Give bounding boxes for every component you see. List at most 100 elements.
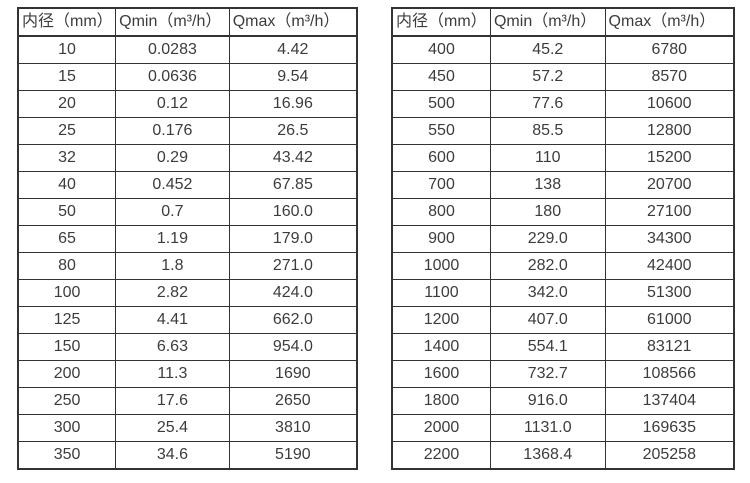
header-qmax: Qmax（m³/h） bbox=[228, 7, 358, 37]
table-cell: 8570 bbox=[604, 63, 735, 91]
table-cell: 20 bbox=[17, 90, 117, 118]
table-cell: 16.96 bbox=[228, 90, 358, 118]
table-row: 80 1.8 271.0 bbox=[17, 252, 358, 280]
table-cell: 179.0 bbox=[228, 225, 358, 253]
table-cell: 137404 bbox=[604, 387, 735, 415]
table-cell: 12800 bbox=[604, 117, 735, 145]
table-cell: 550 bbox=[391, 117, 491, 145]
table-cell: 2650 bbox=[228, 387, 358, 415]
table-cell: 250 bbox=[17, 387, 117, 415]
table-cell: 125 bbox=[17, 306, 117, 334]
table-cell: 1800 bbox=[391, 387, 491, 415]
table-cell: 0.0283 bbox=[115, 35, 230, 64]
table-row: 20 0.12 16.96 bbox=[17, 90, 358, 118]
table-cell: 85.5 bbox=[489, 117, 606, 145]
table-cell: 662.0 bbox=[228, 306, 358, 334]
flow-spec-table-small-diameters: 内径（mm） Qmin（m³/h） Qmax（m³/h） 10 0.0283 4.4… bbox=[17, 7, 358, 470]
table-cell: 554.1 bbox=[489, 333, 606, 361]
table-cell: 108566 bbox=[604, 360, 735, 388]
table-cell: 160.0 bbox=[228, 198, 358, 226]
table-cell: 1690 bbox=[228, 360, 358, 388]
table-cell: 407.0 bbox=[489, 306, 606, 334]
table-row: 1800 916.0 137404 bbox=[391, 387, 735, 415]
table-row: 65 1.19 179.0 bbox=[17, 225, 358, 253]
table-header-row: 内径（mm） Qmin（m³/h） Qmax（m³/h） bbox=[391, 7, 735, 37]
table-cell: 150 bbox=[17, 333, 117, 361]
table-row: 2200 1368.4 205258 bbox=[391, 441, 735, 470]
table-cell: 6780 bbox=[604, 35, 735, 64]
table-row: 50 0.7 160.0 bbox=[17, 198, 358, 226]
table-row: 15 0.0636 9.54 bbox=[17, 63, 358, 91]
table-cell: 110 bbox=[489, 144, 606, 172]
table-cell: 916.0 bbox=[489, 387, 606, 415]
table-row: 350 34.6 5190 bbox=[17, 441, 358, 470]
table-cell: 1000 bbox=[391, 252, 491, 280]
table-row: 150 6.63 954.0 bbox=[17, 333, 358, 361]
table-row: 600 110 15200 bbox=[391, 144, 735, 172]
table-cell: 282.0 bbox=[489, 252, 606, 280]
table-body-small-diameters: 10 0.0283 4.42 15 0.0636 9.54 20 0.12 16.96 25 0.1… bbox=[17, 35, 358, 470]
table-cell: 1131.0 bbox=[489, 414, 606, 442]
table-cell: 25.4 bbox=[115, 414, 230, 442]
table-row: 25 0.176 26.5 bbox=[17, 117, 358, 145]
table-body-large-diameters: 400 45.2 6780 450 57.2 8570 500 77.6 10600 550 85.… bbox=[391, 35, 735, 470]
table-cell: 4.42 bbox=[228, 35, 358, 64]
table-cell: 450 bbox=[391, 63, 491, 91]
table-cell: 180 bbox=[489, 198, 606, 226]
table-row: 250 17.6 2650 bbox=[17, 387, 358, 415]
table-cell: 20700 bbox=[604, 171, 735, 199]
table-row: 900 229.0 34300 bbox=[391, 225, 735, 253]
table-cell: 11.3 bbox=[115, 360, 230, 388]
table-row: 200 11.3 1690 bbox=[17, 360, 358, 388]
table-row: 500 77.6 10600 bbox=[391, 90, 735, 118]
table-row: 1400 554.1 83121 bbox=[391, 333, 735, 361]
table-cell: 271.0 bbox=[228, 252, 358, 280]
header-qmin: Qmin（m³/h） bbox=[115, 7, 230, 37]
table-cell: 424.0 bbox=[228, 279, 358, 307]
table-row: 700 138 20700 bbox=[391, 171, 735, 199]
table-cell: 300 bbox=[17, 414, 117, 442]
table-cell: 32 bbox=[17, 144, 117, 172]
table-cell: 200 bbox=[17, 360, 117, 388]
table-cell: 50 bbox=[17, 198, 117, 226]
header-qmax: Qmax（m³/h） bbox=[604, 7, 735, 37]
table-cell: 1200 bbox=[391, 306, 491, 334]
table-cell: 17.6 bbox=[115, 387, 230, 415]
table-cell: 15200 bbox=[604, 144, 735, 172]
table-row: 1600 732.7 108566 bbox=[391, 360, 735, 388]
flow-spec-table-large-diameters: 内径（mm） Qmin（m³/h） Qmax（m³/h） 400 45.2 6780… bbox=[391, 7, 735, 470]
table-row: 125 4.41 662.0 bbox=[17, 306, 358, 334]
table-cell: 400 bbox=[391, 35, 491, 64]
table-cell: 42400 bbox=[604, 252, 735, 280]
table-cell: 65 bbox=[17, 225, 117, 253]
table-cell: 800 bbox=[391, 198, 491, 226]
table-cell: 0.7 bbox=[115, 198, 230, 226]
table-row: 2000 1131.0 169635 bbox=[391, 414, 735, 442]
table-cell: 0.29 bbox=[115, 144, 230, 172]
table-cell: 77.6 bbox=[489, 90, 606, 118]
table-cell: 1600 bbox=[391, 360, 491, 388]
table-cell: 100 bbox=[17, 279, 117, 307]
table-cell: 10600 bbox=[604, 90, 735, 118]
table-cell: 1100 bbox=[391, 279, 491, 307]
header-inner-diameter: 内径（mm） bbox=[17, 7, 117, 37]
table-cell: 80 bbox=[17, 252, 117, 280]
table-cell: 169635 bbox=[604, 414, 735, 442]
table-cell: 34300 bbox=[604, 225, 735, 253]
table-cell: 3810 bbox=[228, 414, 358, 442]
table-cell: 900 bbox=[391, 225, 491, 253]
table-cell: 26.5 bbox=[228, 117, 358, 145]
table-cell: 61000 bbox=[604, 306, 735, 334]
table-cell: 0.176 bbox=[115, 117, 230, 145]
table-row: 800 180 27100 bbox=[391, 198, 735, 226]
table-header-row: 内径（mm） Qmin（m³/h） Qmax（m³/h） bbox=[17, 7, 358, 37]
table-cell: 4.41 bbox=[115, 306, 230, 334]
table-cell: 350 bbox=[17, 441, 117, 470]
table-cell: 2200 bbox=[391, 441, 491, 470]
header-inner-diameter: 内径（mm） bbox=[391, 7, 491, 37]
table-cell: 25 bbox=[17, 117, 117, 145]
table-row: 1100 342.0 51300 bbox=[391, 279, 735, 307]
table-row: 550 85.5 12800 bbox=[391, 117, 735, 145]
table-cell: 1400 bbox=[391, 333, 491, 361]
